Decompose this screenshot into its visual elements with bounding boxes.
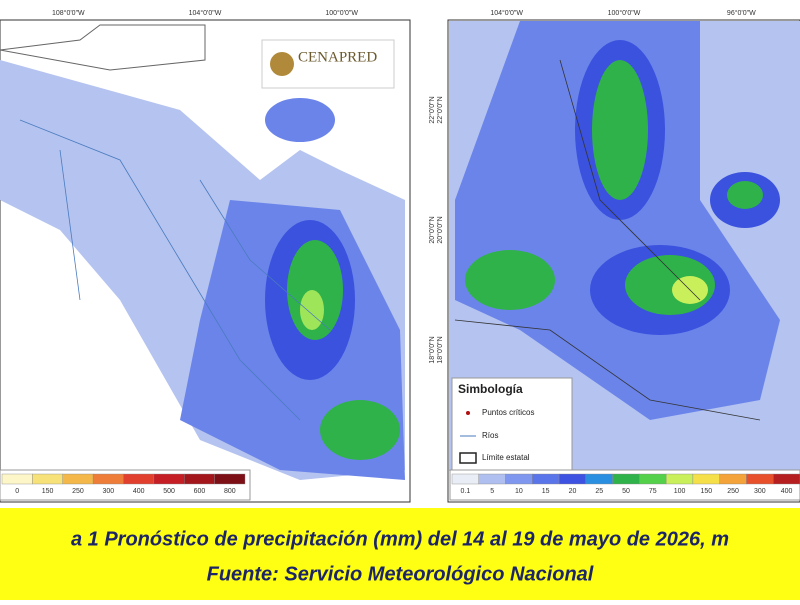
scale-label: 10 xyxy=(515,488,523,495)
logo-text: CENAPRED xyxy=(298,49,377,65)
coord-label: 100°0'0"W xyxy=(325,9,358,17)
scale-label: 0.1 xyxy=(461,488,471,495)
rivers xyxy=(19,119,331,421)
coord-label: 104°0'0"W xyxy=(189,9,222,17)
scale-label: 500 xyxy=(163,488,175,495)
right-map: Simbología Puntos críticos Ríos Límite e… xyxy=(447,19,800,503)
scale-label: 600 xyxy=(194,488,206,495)
border xyxy=(0,24,206,71)
scale-swatch xyxy=(184,473,215,485)
scale-label: 0 xyxy=(15,488,19,495)
scale-swatch xyxy=(692,473,720,485)
coord-label: 18°0'0"N xyxy=(436,336,444,363)
coord-label: 20°0'0"N xyxy=(428,216,436,243)
scale-swatch xyxy=(773,473,800,485)
coord-label: 96°0'0"W xyxy=(727,9,756,17)
scale-label: 300 xyxy=(102,488,114,495)
scale-label: 20 xyxy=(569,488,577,495)
scale-swatch xyxy=(639,473,667,485)
coord-label: 22°0'0"N xyxy=(436,96,444,123)
scale-swatch xyxy=(505,473,533,485)
scale-swatch xyxy=(665,473,694,485)
caption: a 1 Pronóstico de precipitación (mm) del… xyxy=(71,528,729,550)
legend-label: Puntos críticos xyxy=(482,408,534,417)
scale-label: 400 xyxy=(781,488,793,495)
border xyxy=(454,59,761,421)
rain-area xyxy=(300,290,324,330)
rain-area xyxy=(320,400,400,460)
scale-swatch xyxy=(1,473,33,485)
coord-label: 22°0'0"N xyxy=(428,96,436,123)
coord-label: 100°0'0"W xyxy=(608,9,641,17)
scale-swatch xyxy=(585,473,613,485)
legend-symbol xyxy=(459,452,477,464)
legend-symbol xyxy=(466,411,470,415)
rain-area xyxy=(727,181,763,209)
scale-label: 150 xyxy=(700,488,712,495)
scale-swatch xyxy=(558,473,587,485)
legend-title: Simbología xyxy=(458,382,523,396)
scale-swatch xyxy=(153,473,185,485)
scale-label: 15 xyxy=(542,488,550,495)
left-map: CENAPRED xyxy=(0,19,411,503)
scale-label: 250 xyxy=(72,488,84,495)
coord-label: 108°0'0"W xyxy=(52,9,85,17)
caption-band xyxy=(0,508,800,600)
coord-label: 18°0'0"N xyxy=(428,336,436,363)
scale-label: 800 xyxy=(224,488,236,495)
scale-label: 5 xyxy=(490,488,494,495)
scale-swatch xyxy=(532,473,560,485)
scale-label: 300 xyxy=(754,488,766,495)
scale-label: 100 xyxy=(674,488,686,495)
scale-swatch xyxy=(451,473,479,485)
scale-swatch xyxy=(719,473,747,485)
coord-label: 104°0'0"W xyxy=(490,9,523,17)
legend-label: Límite estatal xyxy=(482,453,530,462)
scale-label: 400 xyxy=(133,488,145,495)
logo-icon xyxy=(270,52,294,76)
caption-source: Fuente: Servicio Meteorológico Nacional xyxy=(207,563,594,585)
legend-box xyxy=(451,377,573,471)
scale-label: 25 xyxy=(595,488,603,495)
rain-area xyxy=(465,250,555,310)
scale-swatch xyxy=(92,473,124,485)
coord-label: 20°0'0"N xyxy=(436,216,444,243)
scale-swatch xyxy=(214,473,246,485)
scale-swatch xyxy=(612,473,640,485)
scale-swatch xyxy=(123,473,155,485)
scale-label: 50 xyxy=(622,488,630,495)
scale-swatch xyxy=(478,473,506,485)
scale-swatch xyxy=(746,473,774,485)
rain-area xyxy=(592,60,648,200)
rain-area xyxy=(265,98,335,142)
scale-label: 75 xyxy=(649,488,657,495)
scale-label: 150 xyxy=(42,488,54,495)
legend-label: Ríos xyxy=(482,431,498,440)
scale-swatch xyxy=(32,473,63,485)
scale-swatch xyxy=(62,473,94,485)
scale-label: 250 xyxy=(727,488,739,495)
